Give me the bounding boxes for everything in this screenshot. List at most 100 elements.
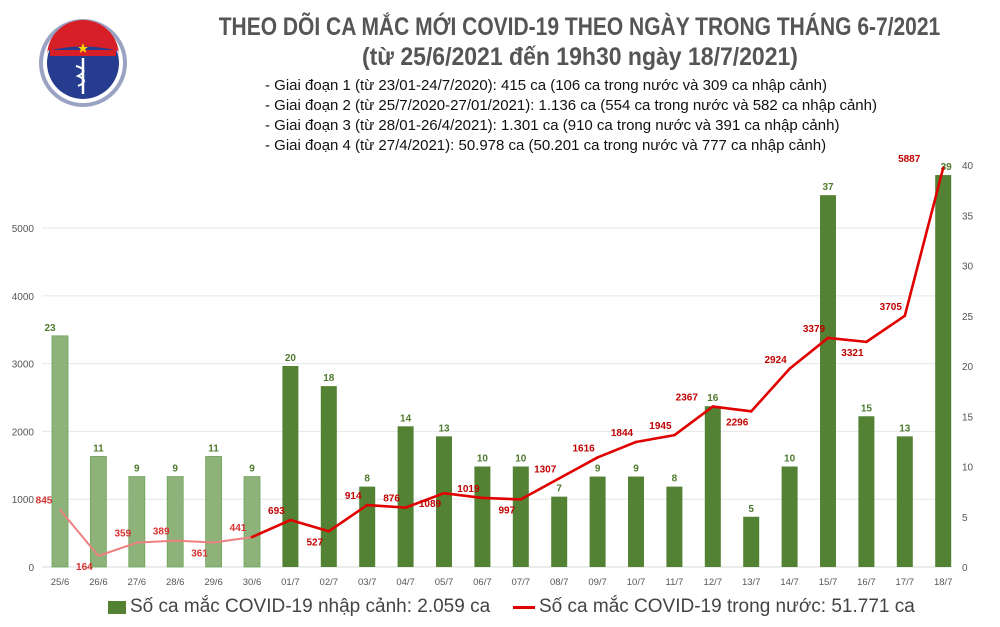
- bar-data-label: 15: [861, 403, 873, 414]
- x-axis-tick: 27/6: [128, 577, 147, 588]
- bar-data-label: 14: [400, 413, 412, 424]
- line-data-label: 389: [153, 527, 170, 538]
- x-axis-tick: 11/7: [666, 577, 684, 588]
- line-segment-domestic: [519, 477, 561, 501]
- bar-imported: [820, 195, 836, 567]
- x-axis-tick: 18/7: [934, 577, 953, 588]
- line-segment-domestic: [673, 405, 715, 437]
- x-axis-tick: 04/7: [396, 577, 415, 588]
- line-segment-domestic: [135, 539, 177, 544]
- x-axis-tick: 07/7: [512, 577, 531, 588]
- left-axis-tick: 5000: [12, 224, 35, 235]
- bar-imported: [243, 476, 261, 568]
- line-data-label: 1019: [457, 484, 480, 495]
- bar-imported: [896, 436, 913, 567]
- bar-data-label: 37: [822, 182, 834, 193]
- bar-imported: [474, 466, 491, 567]
- bar-imported: [436, 436, 452, 567]
- bar-imported: [359, 486, 376, 567]
- x-axis-tick: 15/7: [819, 577, 838, 588]
- x-axis-tick: 14/7: [780, 577, 799, 588]
- bar-imported: [166, 476, 184, 568]
- bar-data-label: 7: [556, 484, 562, 495]
- line-data-label: 2296: [726, 417, 749, 428]
- legend-line-swatch: [513, 605, 535, 609]
- line-segment-domestic: [212, 536, 253, 544]
- line-data-label: 3705: [880, 302, 903, 313]
- bar-imported: [589, 476, 606, 567]
- line-segment-domestic: [596, 440, 638, 459]
- line-data-label: 2367: [676, 393, 699, 404]
- line-data-label: 1844: [611, 428, 634, 439]
- bar-imported: [858, 416, 875, 567]
- right-axis-tick: 25: [962, 312, 974, 323]
- bar-data-label: 13: [899, 423, 911, 434]
- bar-imported: [397, 426, 414, 567]
- x-axis-tick: 03/7: [358, 577, 377, 588]
- ministry-of-health-logo: [38, 18, 128, 113]
- bar-data-label: 5: [748, 504, 754, 515]
- chart-subtitle: (từ 25/6/2021 đến 19h30 ngày 18/7/2021): [361, 43, 799, 71]
- x-axis-tick: 01/7: [281, 577, 300, 588]
- chart-subtitle-wrapper: (từ 25/6/2021 đến 19h30 ngày 18/7/2021): [300, 42, 860, 72]
- bar-data-label: 8: [672, 474, 678, 485]
- bar-imported: [320, 386, 337, 567]
- left-axis-tick: 4000: [12, 292, 35, 303]
- bar-data-label: 13: [438, 423, 450, 434]
- line-data-label: 164: [76, 562, 93, 573]
- line-segment-domestic: [97, 541, 138, 557]
- left-axis-tick: 2000: [12, 427, 35, 438]
- legend-label-imported: Số ca mắc COVID-19 nhập cảnh: 2.059 ca: [130, 596, 491, 617]
- right-axis-tick: 15: [962, 412, 974, 423]
- bar-data-label: 23: [44, 323, 56, 334]
- line-data-label: 3321: [841, 348, 864, 359]
- line-data-label: 3379: [803, 324, 826, 335]
- line-data-label: 876: [383, 494, 400, 505]
- bar-data-label: 9: [595, 464, 601, 475]
- right-axis-tick: 40: [962, 161, 974, 172]
- line-data-label: 527: [306, 537, 323, 548]
- stage-summary-item: - Giai đoạn 3 (từ 28/01-26/4/2021): 1.30…: [265, 117, 840, 134]
- x-axis-tick: 28/6: [166, 577, 185, 588]
- right-axis-tick: 20: [962, 362, 974, 373]
- line-segment-domestic: [174, 539, 215, 544]
- left-axis-tick: 0: [28, 563, 34, 574]
- chart-title: THEO DÕI CA MẮC MỚI COVID-19 THEO NGÀY T…: [218, 13, 941, 41]
- bar-imported: [205, 456, 223, 568]
- legend-bar-swatch: [108, 600, 126, 614]
- bar-data-label: 10: [784, 454, 796, 465]
- line-segment-domestic: [788, 336, 830, 371]
- line-data-label: 359: [114, 529, 131, 540]
- line-segment-domestic: [442, 491, 484, 500]
- line-segment-domestic: [59, 508, 100, 557]
- bar-imported: [551, 496, 568, 567]
- stage-summary-item: - Giai đoạn 4 (từ 27/4/2021): 50.978 ca …: [265, 137, 827, 154]
- line-segment-domestic: [826, 336, 868, 344]
- bar-data-label: 18: [323, 373, 335, 384]
- line-data-label: 845: [36, 496, 53, 507]
- line-data-label: 693: [268, 506, 285, 517]
- x-axis-tick: 13/7: [742, 577, 761, 588]
- x-axis-tick: 16/7: [857, 577, 876, 588]
- bar-data-label: 8: [364, 474, 370, 485]
- x-axis-tick: 05/7: [435, 577, 454, 588]
- chart-title-wrapper: THEO DÕI CA MẮC MỚI COVID-19 THEO NGÀY T…: [150, 12, 1000, 42]
- bar-data-label: 11: [208, 443, 219, 454]
- stage-summary-list: - Giai đoạn 1 (từ 23/01-24/7/2020): 415 …: [265, 76, 877, 156]
- bar-imported: [704, 406, 721, 567]
- bar-data-label: 9: [249, 464, 255, 475]
- bar-imported: [282, 366, 299, 567]
- line-segment-domestic: [365, 503, 407, 509]
- line-segment-domestic: [404, 491, 446, 509]
- right-axis-tick: 35: [962, 211, 974, 222]
- x-axis-tick: 12/7: [704, 577, 723, 588]
- bar-imported: [51, 335, 69, 568]
- x-axis-tick: 06/7: [473, 577, 492, 588]
- bar-imported: [935, 175, 952, 568]
- bar-imported: [512, 466, 529, 567]
- x-axis-tick: 02/7: [320, 577, 339, 588]
- x-axis-tick: 17/7: [896, 577, 915, 588]
- line-segment-domestic: [865, 314, 907, 344]
- line-segment-domestic: [250, 518, 292, 539]
